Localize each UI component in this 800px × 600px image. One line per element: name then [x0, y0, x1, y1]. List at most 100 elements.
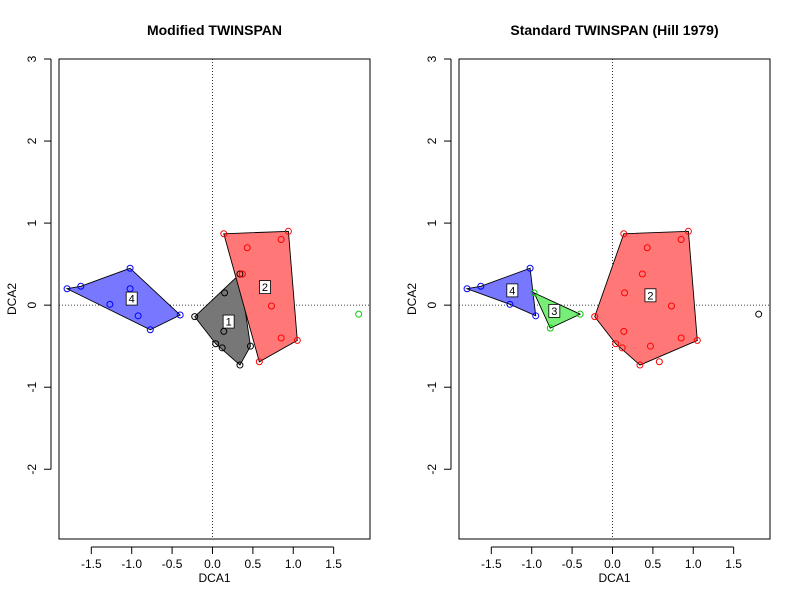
- data-point: [238, 270, 246, 278]
- data-point: [221, 289, 229, 297]
- data-point: [667, 302, 675, 310]
- data-point: [506, 300, 514, 308]
- y-tick-label: 1: [25, 219, 39, 226]
- hull-group-2: [223, 230, 298, 363]
- panel-modified-twinspan: 4 1 2 -1.5 -1.0 -0.5 0.0 0.5 1.0 1.5 -2 -1 0 1 2 3 Modif…: [5, 22, 371, 585]
- data-point: [655, 358, 663, 366]
- data-point: [355, 310, 363, 318]
- chart-title: Modified TWINSPAN: [147, 22, 282, 38]
- group-label-box: [644, 288, 657, 303]
- group-label-box: [125, 291, 138, 306]
- group-label-box: [222, 314, 235, 329]
- data-point: [677, 236, 685, 244]
- data-point: [277, 236, 285, 244]
- data-point: [526, 264, 534, 272]
- data-point: [134, 312, 142, 320]
- group-label: 4: [509, 285, 515, 297]
- plot-frame: [58, 58, 371, 540]
- data-point: [246, 342, 254, 350]
- data-point: [77, 282, 85, 290]
- data-point: [677, 334, 685, 342]
- data-point: [63, 285, 71, 293]
- data-point: [176, 311, 184, 319]
- group-label: 2: [262, 282, 268, 294]
- x-tick-label: -1.5: [481, 557, 502, 571]
- data-point: [236, 361, 244, 369]
- data-point: [618, 344, 626, 352]
- data-point: [620, 230, 628, 238]
- chart-title: Standard TWINSPAN (Hill 1979): [510, 22, 718, 38]
- y-tick-label: 3: [425, 55, 439, 62]
- data-point: [477, 282, 485, 290]
- y-tick-label: 3: [25, 55, 39, 62]
- data-point: [191, 313, 199, 321]
- group-label: 2: [647, 290, 653, 302]
- data-point: [620, 327, 628, 335]
- y-axis-label: DCA2: [5, 283, 19, 315]
- group-label-box: [259, 280, 271, 295]
- x-tick-label: 1.0: [685, 557, 702, 571]
- x-tick-label: 0.0: [604, 557, 621, 571]
- group-label: 1: [226, 317, 232, 329]
- data-point: [126, 264, 134, 272]
- data-point: [646, 342, 654, 350]
- data-point: [255, 358, 263, 366]
- data-point: [638, 270, 646, 278]
- y-tick-label: 0: [25, 301, 39, 308]
- data-point: [621, 289, 629, 297]
- x-tick-label: 1.0: [285, 557, 302, 571]
- data-point: [218, 344, 226, 352]
- x-tick-label: 1.5: [725, 557, 742, 571]
- x-axis-label: DCA1: [598, 571, 630, 585]
- x-tick-label: -1.0: [521, 557, 542, 571]
- x-tick-label: 1.5: [325, 557, 342, 571]
- data-point: [530, 289, 538, 297]
- group-label: 4: [129, 294, 135, 306]
- x-tick-label: -1.5: [81, 557, 102, 571]
- data-point: [146, 326, 154, 334]
- plot-frame: [458, 58, 771, 540]
- data-point: [546, 324, 554, 332]
- hull-group-4: [65, 267, 181, 331]
- data-point: [636, 361, 644, 369]
- data-point: [576, 310, 584, 318]
- data-point: [220, 230, 228, 238]
- data-point: [106, 300, 114, 308]
- panel-standard-twinspan: 4 3 2 -1.5 -1.0 -0.5 0.0 0.5 1.0 1.5 -2 -1 0 1 2 3 Stand…: [405, 22, 771, 585]
- y-tick-label: 0: [425, 301, 439, 308]
- data-point: [284, 227, 292, 235]
- x-tick-label: 0.5: [645, 557, 662, 571]
- data-point: [755, 310, 763, 318]
- data-point: [243, 244, 251, 252]
- x-tick-label: 0.0: [204, 557, 221, 571]
- y-tick-label: 2: [425, 137, 439, 144]
- data-point: [643, 244, 651, 252]
- data-point: [591, 313, 599, 321]
- data-point: [693, 336, 701, 344]
- group-label: 3: [551, 306, 557, 318]
- group-label-box: [548, 303, 561, 318]
- data-point: [277, 334, 285, 342]
- data-point: [463, 285, 471, 293]
- data-point: [212, 340, 220, 348]
- y-tick-label: -1: [425, 382, 439, 393]
- data-point: [267, 302, 275, 310]
- x-tick-label: -1.0: [121, 557, 142, 571]
- x-tick-label: -0.5: [162, 557, 183, 571]
- data-point: [684, 227, 692, 235]
- y-tick-label: 1: [425, 219, 439, 226]
- x-tick-label: -0.5: [562, 557, 583, 571]
- y-tick-label: -1: [25, 382, 39, 393]
- data-point: [612, 340, 620, 348]
- x-axis-label: DCA1: [198, 571, 230, 585]
- y-tick-label: 2: [25, 137, 39, 144]
- data-point: [236, 270, 244, 278]
- hull-group-4: [465, 267, 537, 317]
- data-point: [293, 336, 301, 344]
- y-tick-label: -2: [425, 464, 439, 475]
- hull-group-1: [194, 273, 251, 366]
- group-label-box: [506, 283, 519, 298]
- data-point: [532, 312, 540, 320]
- y-tick-label: -2: [25, 464, 39, 475]
